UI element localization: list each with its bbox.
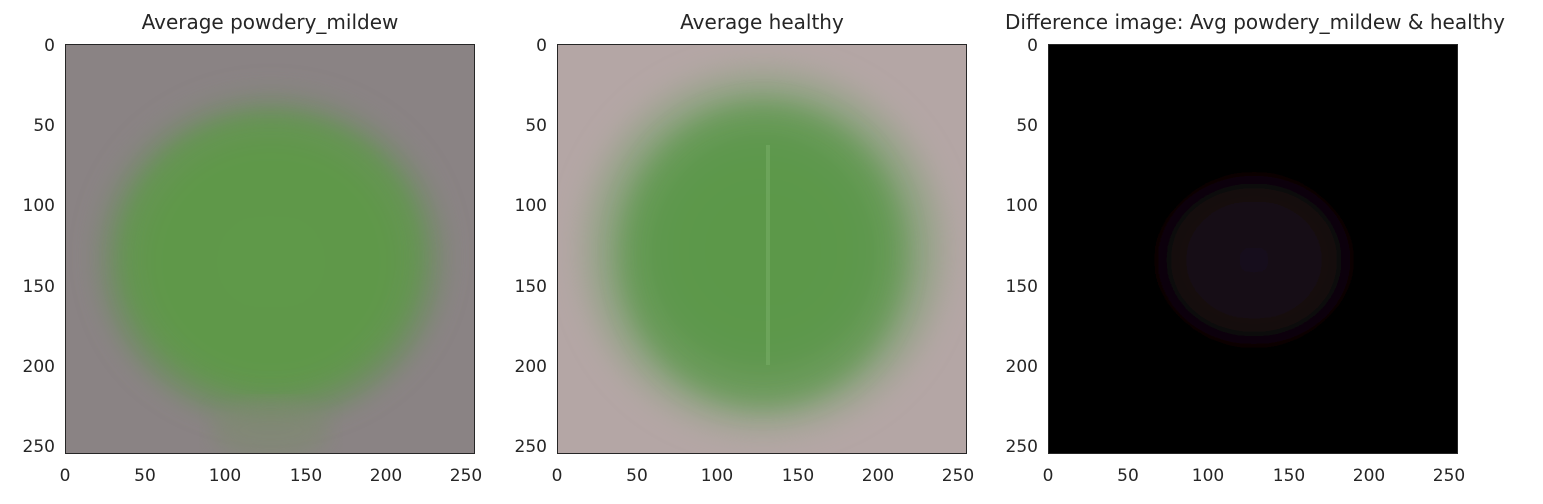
chart-title: Average powdery_mildew	[141, 10, 399, 34]
chart-title: Average healthy	[680, 10, 844, 34]
x-tick-label: 200	[1352, 466, 1386, 486]
y-tick-label: 250	[1005, 437, 1038, 457]
x-tick-label: 250	[1432, 466, 1466, 486]
x-tick-label: 250	[449, 466, 483, 486]
y-tick-label: 100	[514, 196, 547, 216]
x-tick-label: 100	[700, 466, 734, 486]
x-tick-label: 150	[781, 466, 815, 486]
image-axes	[557, 44, 967, 454]
y-tick-label: 150	[1005, 277, 1038, 297]
x-tick-label: 100	[1191, 466, 1225, 486]
average-healthy-image	[558, 45, 966, 453]
x-tick-label: 50	[1117, 466, 1139, 486]
y-tick-label: 100	[1005, 196, 1038, 216]
x-tick-label: 150	[1272, 466, 1306, 486]
y-tick-label: 50	[525, 116, 547, 136]
y-tick-label: 0	[44, 36, 55, 56]
x-tick-label: 50	[134, 466, 156, 486]
x-tick-label: 200	[369, 466, 403, 486]
y-tick-label: 200	[514, 357, 547, 377]
x-tick-label: 200	[861, 466, 895, 486]
x-tick-label: 250	[941, 466, 975, 486]
y-tick-label: 250	[514, 437, 547, 457]
x-tick-label: 0	[59, 466, 71, 486]
x-tick-label: 0	[1042, 466, 1054, 486]
x-tick-label: 0	[551, 466, 563, 486]
y-tick-label: 150	[514, 277, 547, 297]
y-tick-label: 50	[1016, 116, 1038, 136]
chart-title: Difference image: Avg powdery_mildew & h…	[1004, 10, 1505, 34]
difference-image	[1049, 45, 1457, 453]
x-tick-label: 150	[289, 466, 323, 486]
y-tick-label: 200	[22, 357, 55, 377]
x-tick-label: 50	[626, 466, 648, 486]
image-axes	[65, 44, 475, 454]
y-tick-label: 50	[33, 116, 55, 136]
x-tick-label: 100	[208, 466, 242, 486]
y-tick-label: 150	[22, 277, 55, 297]
image-axes	[1048, 44, 1458, 454]
y-tick-label: 0	[1027, 36, 1038, 56]
y-tick-label: 100	[22, 196, 55, 216]
average-powdery-mildew-image	[66, 45, 474, 453]
y-tick-label: 0	[536, 36, 547, 56]
y-tick-label: 250	[22, 437, 55, 457]
y-tick-label: 200	[1005, 357, 1038, 377]
